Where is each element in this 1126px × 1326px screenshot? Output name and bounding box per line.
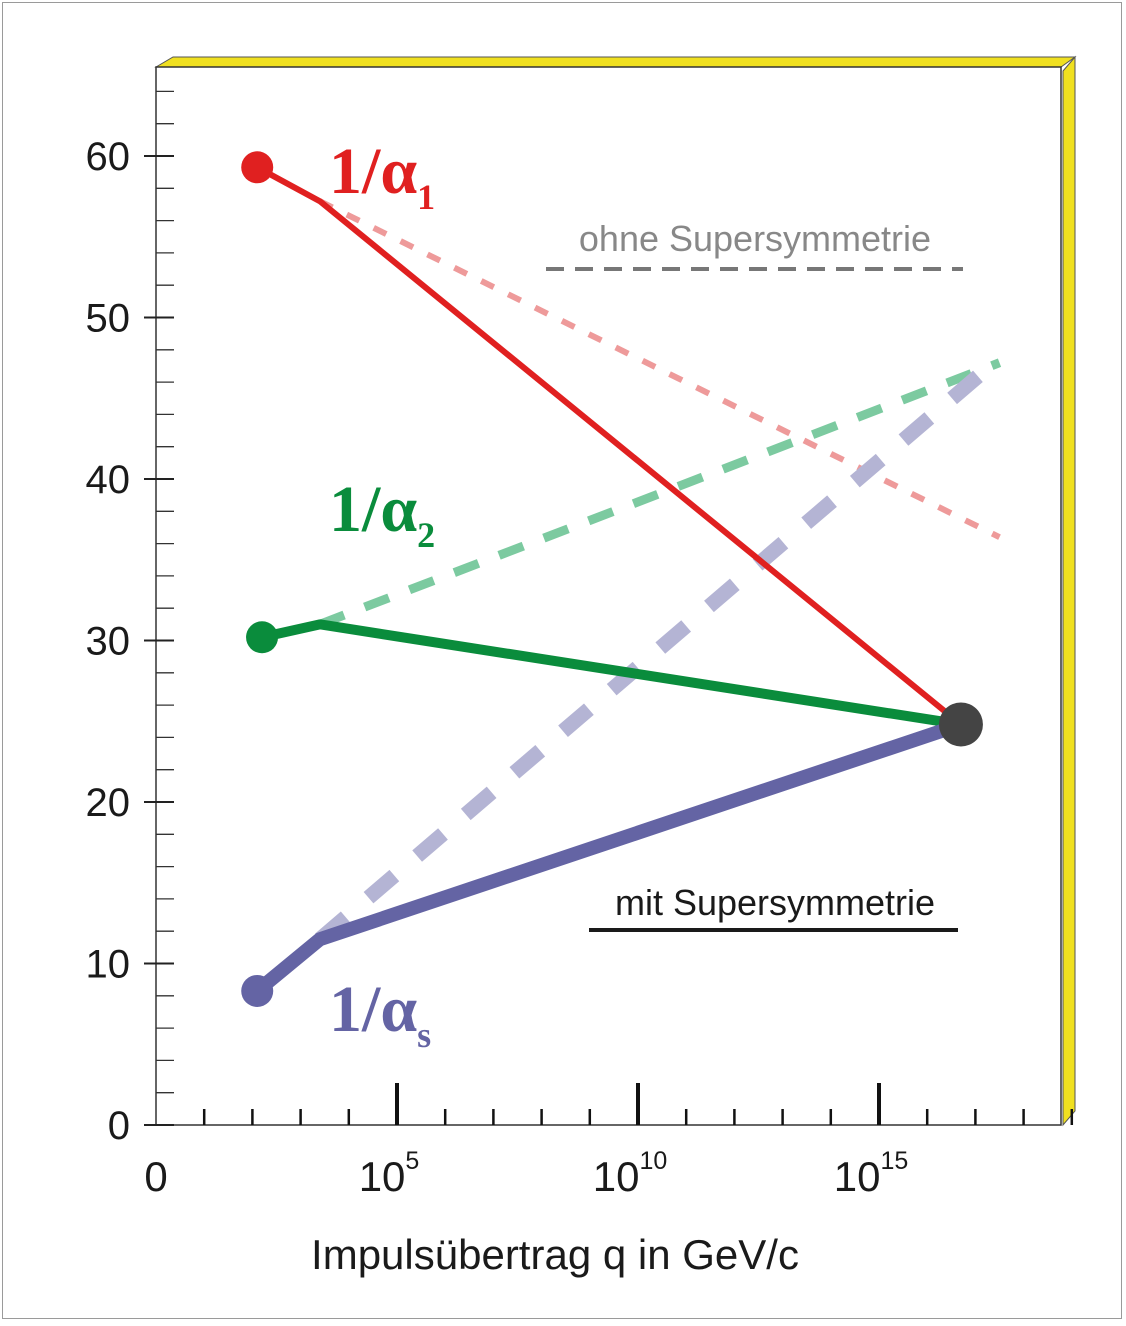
unification-point [938,702,983,747]
start-point-0 [241,151,274,184]
x-tick-label: 1015 [834,1147,909,1200]
with-susy-lines [252,164,964,997]
without-susy-line-0 [318,198,1001,540]
x-tick-label: 105 [359,1147,420,1200]
without-susy-lines [315,198,1005,945]
legend-without-label: ohne Supersymmetrie [579,218,931,259]
y-tick-label: 0 [108,1104,130,1148]
y-tick-label: 30 [86,620,131,664]
x-tick-exponent: 10 [639,1147,667,1175]
series-label-alphas: 1/αs [329,973,431,1055]
y-tick-label: 60 [86,135,131,179]
x-axis-title: Impulsübertrag q in GeV/c [311,1231,799,1278]
data-points [241,151,983,1007]
yellow-panel-top [154,56,1077,68]
x-tick-exponent: 5 [405,1147,419,1175]
x-tick-label: 1010 [593,1147,668,1200]
x-tick-label: 0 [144,1153,167,1200]
y-tick-label: 20 [86,781,131,825]
with-susy-line-1 [260,619,962,730]
y-tick-label: 10 [86,943,131,987]
with-susy-line-2 [252,717,964,997]
yellow-panel-right [1062,55,1076,1127]
without-susy-line-1 [318,358,1002,629]
y-tick-label: 50 [86,297,131,341]
start-point-2 [241,974,274,1007]
start-point-1 [246,621,279,654]
legend-with-label: mit Supersymmetrie [615,882,935,923]
without-susy-line-2 [315,352,1005,945]
with-susy-line-0 [255,164,963,727]
series-label-alpha2: 1/α2 [329,473,435,555]
x-tick-exponent: 15 [880,1147,908,1175]
y-axis: 0 10 20 30 40 50 60 [86,90,174,1148]
y-tick-label: 40 [86,458,131,502]
x-axis: 0 105 1010 1015 [144,1083,1074,1200]
series-label-alpha1: 1/α1 [329,135,435,217]
